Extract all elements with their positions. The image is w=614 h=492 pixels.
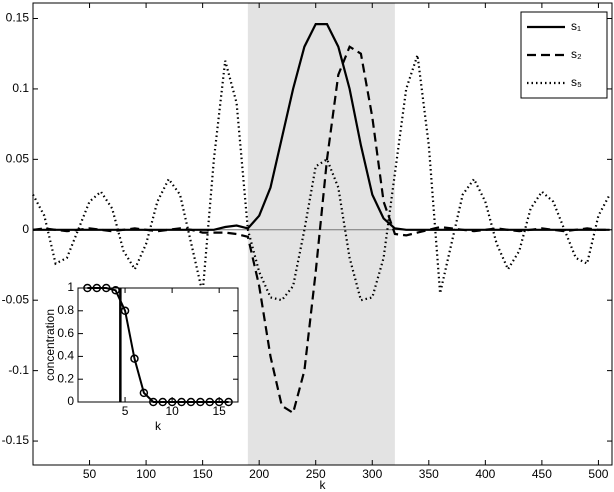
x-tick-label: 10 (165, 404, 179, 418)
x-axis-label: k (320, 478, 327, 492)
shaded-region (247, 3, 395, 465)
x-tick-label: 350 (419, 467, 439, 481)
y-tick-label: -0.1 (8, 363, 29, 377)
x-tick-label: 15 (212, 404, 226, 418)
x-tick-label: 400 (475, 467, 495, 481)
marker (139, 388, 149, 398)
x-axis-label: k (155, 419, 162, 433)
y-tick-label: 0 (22, 222, 29, 236)
y-tick-label: 0.05 (6, 152, 30, 166)
y-tick-label: 1 (67, 280, 74, 294)
legend-label: s₂ (571, 47, 582, 61)
series-line (32, 54, 611, 302)
x-tick-label: 50 (83, 467, 97, 481)
legend-label: s₅ (571, 75, 582, 89)
legend-label: s₁ (571, 19, 581, 33)
plot-background (78, 288, 238, 402)
y-tick-label: -0.15 (2, 433, 30, 447)
y-tick-label: 0.1 (12, 81, 29, 95)
plot-frame (32, 2, 613, 466)
y-tick-label: -0.05 (2, 292, 30, 306)
x-tick-label: 100 (136, 467, 156, 481)
x-tick-label: 450 (532, 467, 552, 481)
marker (130, 354, 139, 363)
x-tick-label: 300 (362, 467, 382, 481)
x-tick-label: 200 (249, 467, 269, 481)
y-tick-label: 0.2 (57, 371, 74, 385)
x-tick-label: 250 (306, 467, 326, 481)
plot-frame (77, 287, 239, 403)
y-tick-label: 0 (67, 394, 74, 408)
x-tick-label: 150 (193, 467, 213, 481)
y-tick-label: 0.8 (57, 303, 74, 317)
y-tick-label: 0.6 (57, 326, 74, 340)
x-tick-label: 5 (122, 404, 129, 418)
y-axis-label: concentration (43, 309, 57, 381)
x-tick-label: 500 (588, 467, 608, 481)
series-line (32, 45, 610, 415)
y-tick-label: 0.15 (6, 11, 30, 25)
y-tick-label: 0.4 (57, 349, 74, 363)
